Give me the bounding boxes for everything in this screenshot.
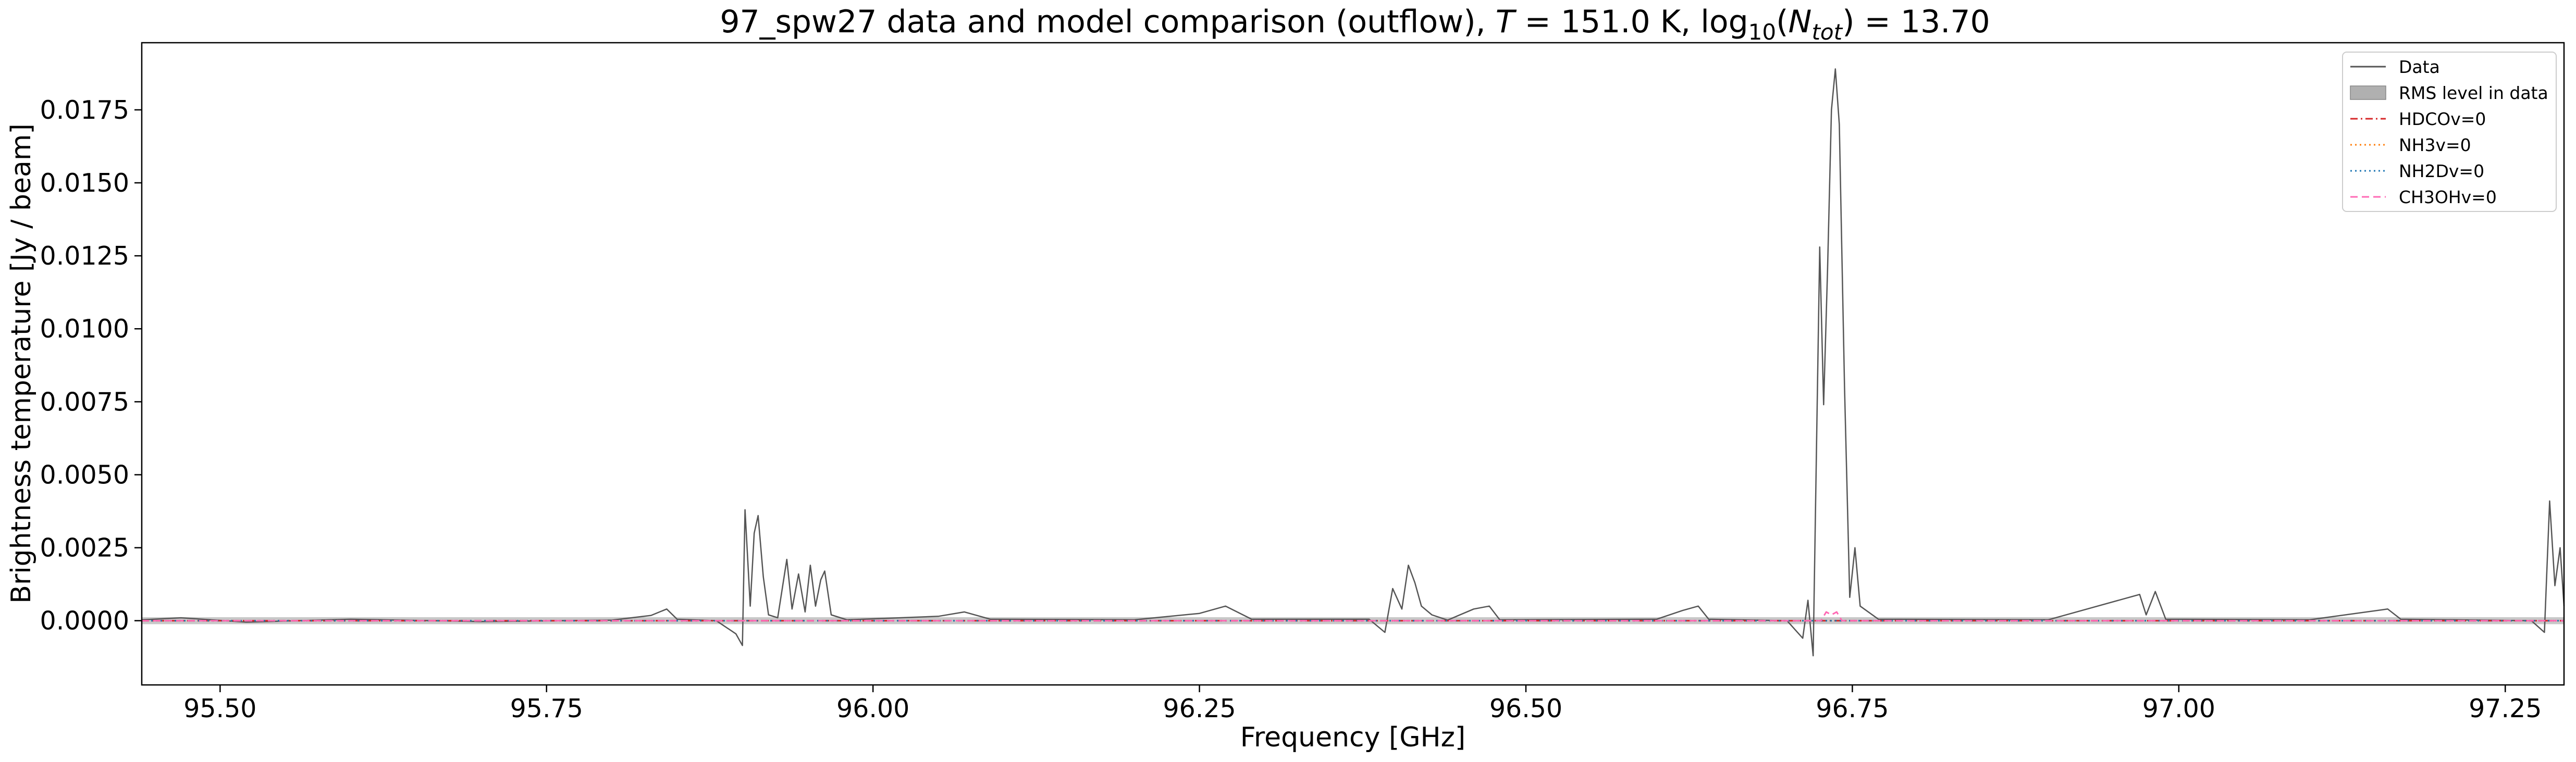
legend-label: RMS level in data	[2399, 83, 2548, 103]
x-tick-label: 97.25	[2469, 694, 2542, 723]
x-tick-label: 96.50	[1489, 694, 1562, 723]
y-axis-label: Brightness temperature [Jy / beam]	[6, 123, 37, 604]
chart-title: 97_spw27 data and model comparison (outf…	[720, 4, 1990, 45]
x-tick-label: 95.50	[183, 694, 256, 723]
x-axis-label: Frequency [GHz]	[1240, 722, 1465, 753]
legend-label: NH2Dv=0	[2399, 161, 2484, 181]
y-tick-label: 0.0150	[40, 168, 129, 198]
y-tick-label: 0.0075	[40, 387, 129, 417]
series-line-5	[142, 611, 2564, 622]
legend-label: HDCOv=0	[2399, 109, 2486, 129]
plot-frame	[141, 42, 2565, 686]
legend-swatch	[2350, 85, 2386, 100]
y-tick-label: 0.0125	[40, 241, 129, 271]
x-tick-label: 97.00	[2142, 694, 2215, 723]
legend-label: CH3OHv=0	[2399, 187, 2497, 207]
legend-label: NH3v=0	[2399, 135, 2471, 155]
series-line-0	[141, 68, 2565, 657]
series-layer	[141, 68, 2565, 657]
y-tick-label: 0.0175	[40, 95, 129, 125]
y-tick-label: 0.0025	[40, 533, 129, 563]
legend: Data RMS level in data HDCOv=0 NH3v=0 NH2Dv=…	[2342, 52, 2557, 212]
x-tick-label: 95.75	[510, 694, 583, 723]
y-tick-label: 0.0050	[40, 460, 129, 490]
x-tick-label: 96.75	[1816, 694, 1889, 723]
plot-area	[141, 68, 2565, 657]
legend-box	[2342, 52, 2557, 212]
x-tick-label: 96.25	[1163, 694, 1236, 723]
y-tick-label: 0.0100	[40, 314, 129, 344]
legend-label: Data	[2399, 57, 2440, 77]
y-tick-label: 0.0000	[40, 606, 129, 636]
x-axis: 95.50 95.75 96.00 96.25 96.50 96.75 97.00 97.25	[183, 685, 2542, 723]
x-tick-label: 96.00	[836, 694, 909, 723]
y-axis: 0.0000 0.0025 0.0050 0.0075 0.0100 0.0125 0.01…	[40, 95, 142, 636]
